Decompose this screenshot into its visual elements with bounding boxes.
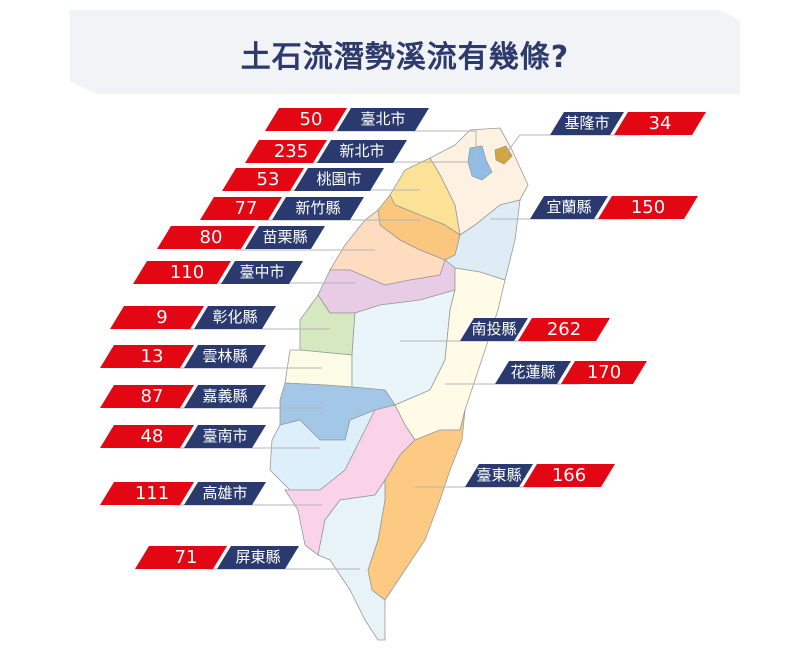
count-value: 53 — [222, 168, 304, 191]
leader-line — [503, 134, 640, 157]
county-label: 13 雲林縣 — [100, 345, 266, 368]
count-value: 9 — [110, 306, 204, 329]
county-name: 嘉義縣 — [184, 385, 266, 408]
county-label: 48 臺南市 — [100, 425, 266, 448]
count-value: 77 — [200, 197, 282, 220]
county-label: 宜蘭縣 150 — [530, 196, 698, 219]
count-value: 235 — [245, 140, 327, 163]
county-name: 桃園市 — [294, 168, 384, 191]
county-label: 235 新北市 — [245, 140, 407, 163]
count-value: 50 — [265, 108, 347, 131]
county-name: 新北市 — [317, 140, 407, 163]
county-name: 臺東縣 — [465, 464, 533, 487]
county-label: 80 苗栗縣 — [157, 226, 325, 249]
count-value: 170 — [561, 361, 647, 384]
count-value: 111 — [100, 482, 194, 505]
count-value: 87 — [100, 385, 194, 408]
county-label: 南投縣 262 — [460, 318, 610, 341]
county-name: 臺中市 — [221, 261, 303, 284]
county-name: 雲林縣 — [184, 345, 266, 368]
count-value: 80 — [157, 226, 255, 249]
county-name: 臺北市 — [337, 108, 429, 131]
county-name: 花蓮縣 — [495, 361, 571, 384]
count-value: 150 — [598, 196, 698, 219]
leader-line — [320, 130, 477, 160]
county-label: 基隆市 34 — [550, 112, 706, 135]
count-value: 110 — [133, 261, 231, 284]
county-label: 111 高雄市 — [100, 482, 266, 505]
county-name: 臺南市 — [184, 425, 266, 448]
county-name: 彰化縣 — [194, 306, 276, 329]
county-taipei — [467, 145, 493, 181]
county-label: 87 嘉義縣 — [100, 385, 266, 408]
county-label: 110 臺中市 — [133, 261, 303, 284]
count-value: 262 — [518, 318, 610, 341]
county-name: 宜蘭縣 — [530, 196, 608, 219]
title-banner: 土石流潛勢溪流有幾條? — [70, 10, 740, 94]
page-title: 土石流潛勢溪流有幾條? — [240, 40, 570, 75]
county-name: 屏東縣 — [217, 546, 299, 569]
county-label: 花蓮縣 170 — [495, 361, 647, 384]
county-name: 南投縣 — [460, 318, 528, 341]
count-value: 166 — [523, 464, 615, 487]
county-name: 新竹縣 — [272, 197, 364, 220]
county-label: 71 屏東縣 — [135, 546, 299, 569]
county-label: 77 新竹縣 — [200, 197, 364, 220]
county-label: 53 桃園市 — [222, 168, 384, 191]
county-pingtung — [317, 478, 386, 641]
county-label: 臺東縣 166 — [465, 464, 615, 487]
county-name: 基隆市 — [550, 112, 624, 135]
count-value: 48 — [100, 425, 194, 448]
county-name: 高雄市 — [184, 482, 266, 505]
county-label: 50 臺北市 — [265, 108, 429, 131]
county-name: 苗栗縣 — [245, 226, 325, 249]
count-value: 13 — [100, 345, 194, 368]
count-value: 71 — [135, 546, 227, 569]
count-value: 34 — [614, 112, 706, 135]
county-label: 9 彰化縣 — [110, 306, 276, 329]
